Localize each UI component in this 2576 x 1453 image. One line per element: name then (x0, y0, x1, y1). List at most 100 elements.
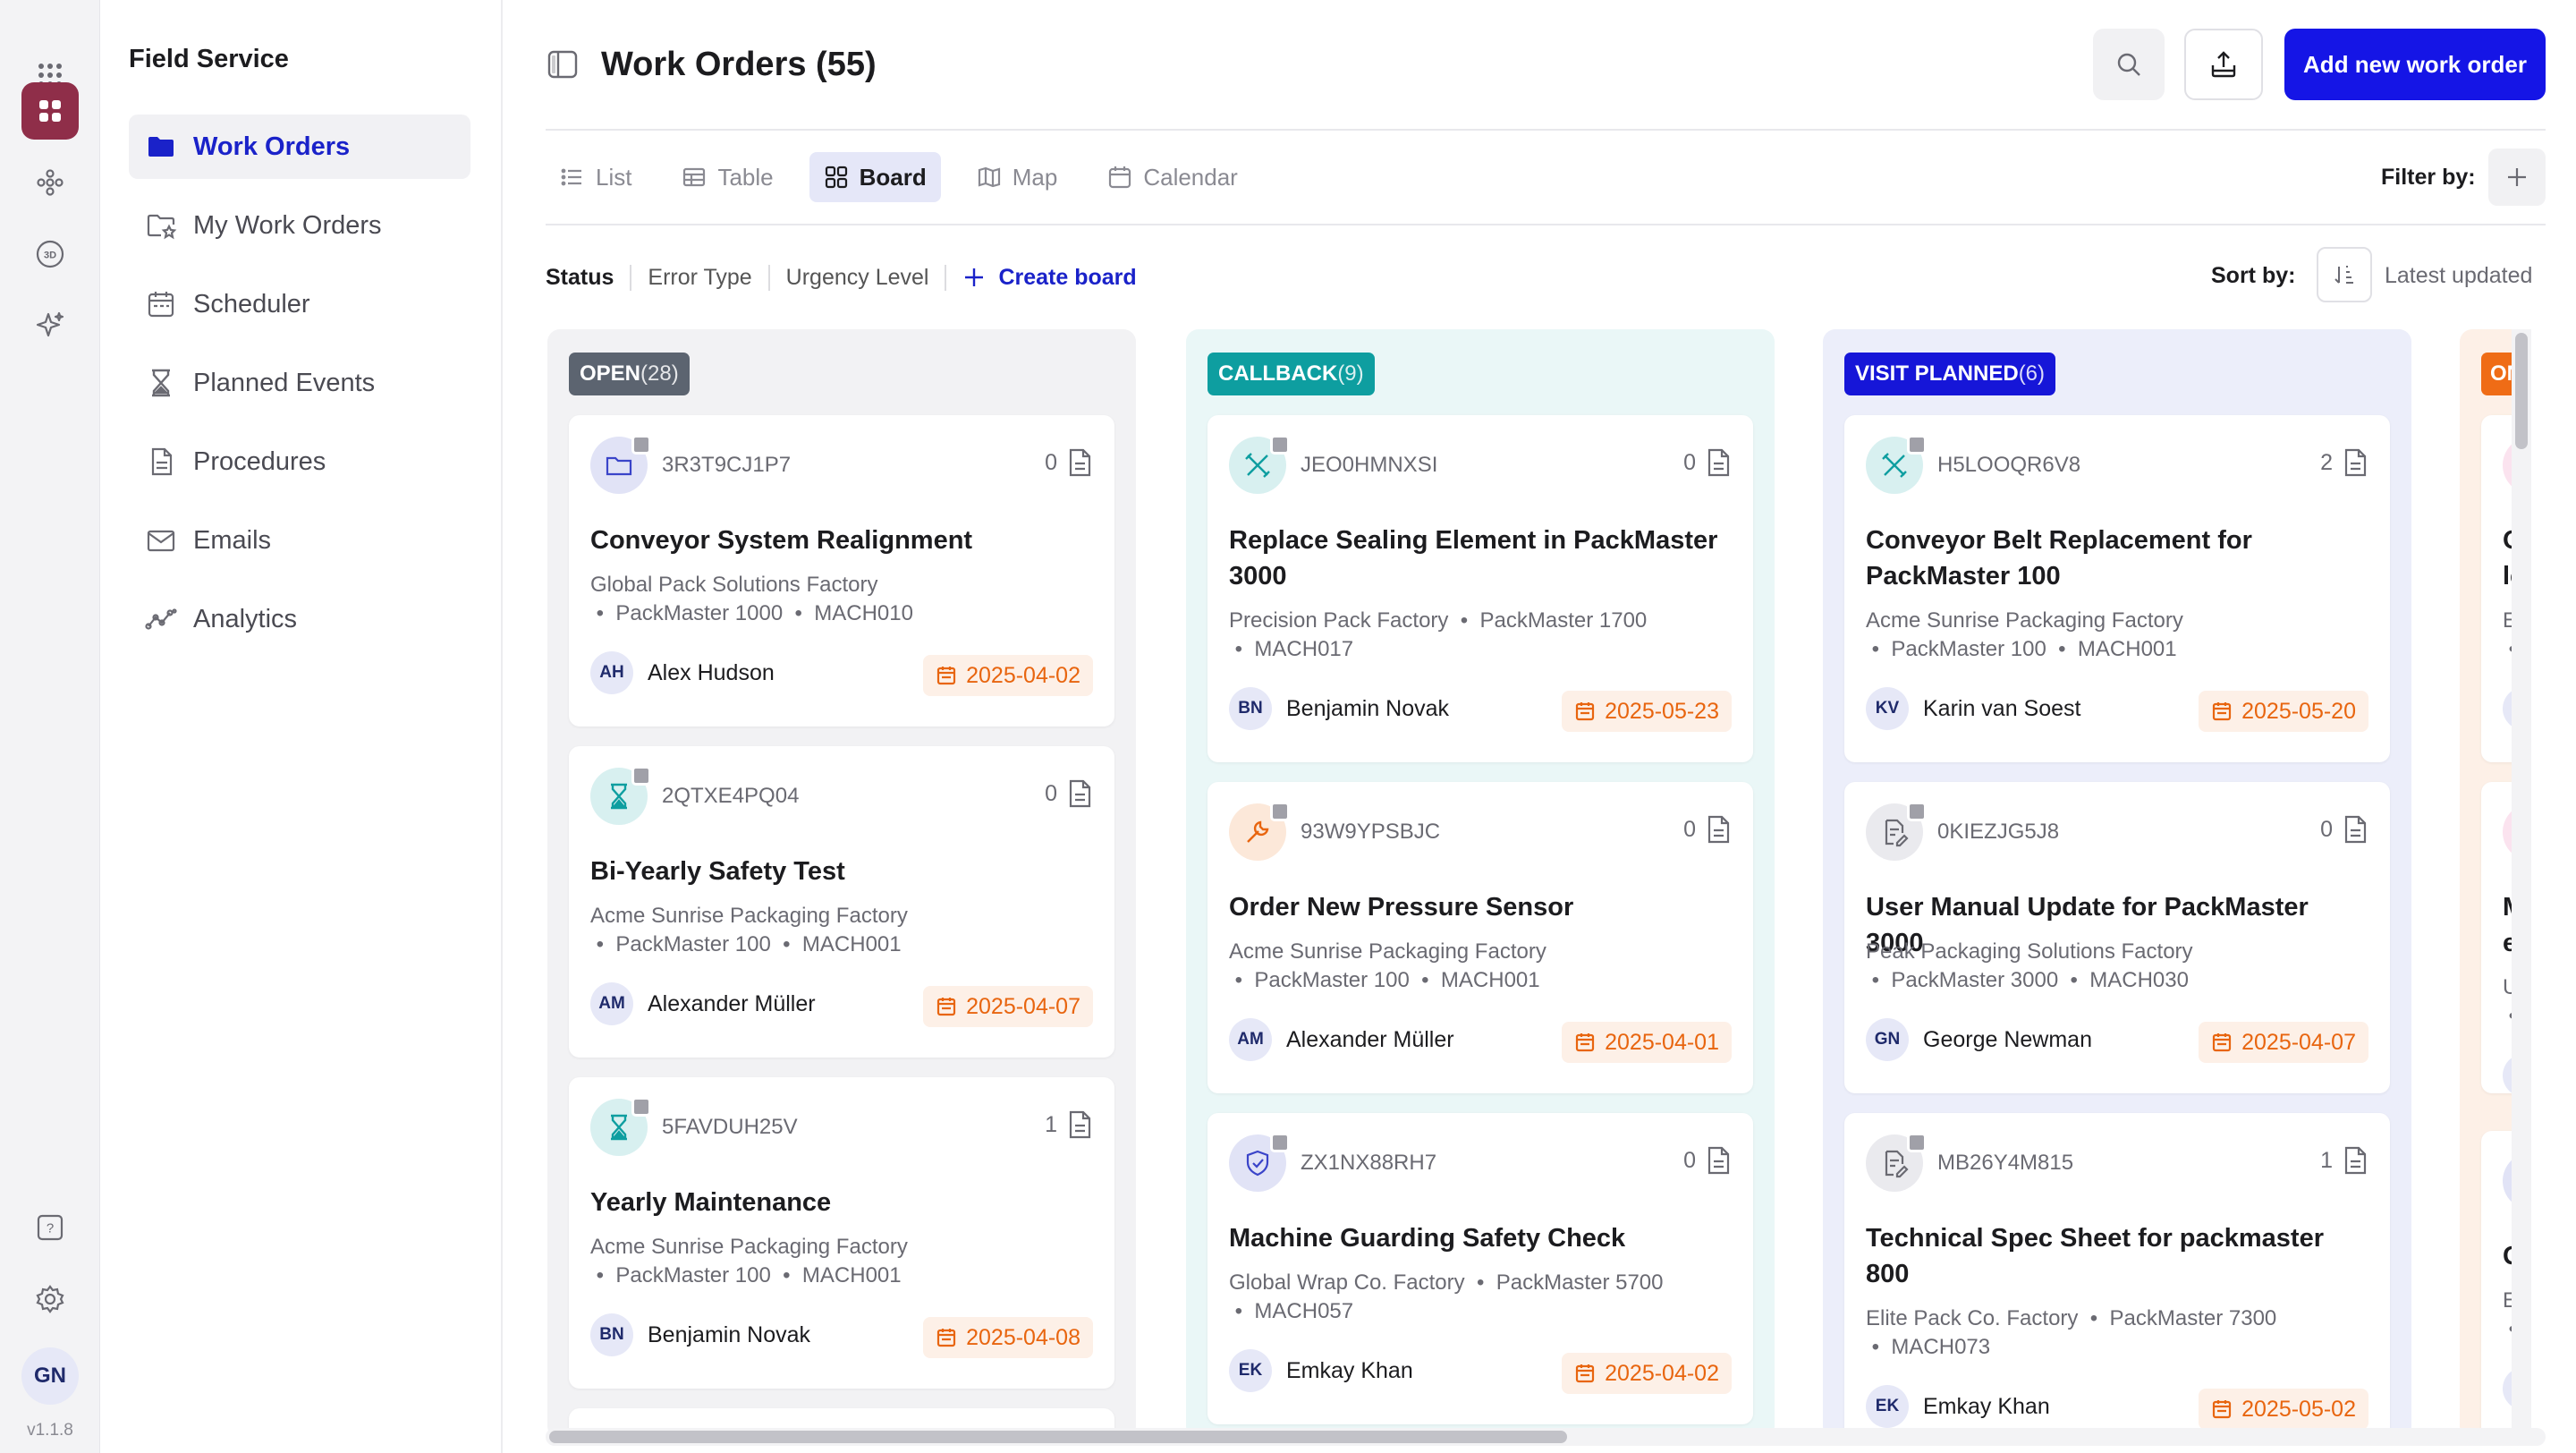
card-machine: • (2503, 635, 2512, 664)
work-order-card[interactable]: G Ef • E (2481, 1131, 2512, 1439)
work-order-card[interactable]: ZX1NX88RH7 0 Machine Guarding Safety Che… (1208, 1113, 1753, 1424)
attachment-count[interactable]: 2 (2320, 447, 2368, 478)
nav-item-label: Planned Events (193, 368, 376, 397)
nav-item-label: My Work Orders (193, 210, 382, 240)
file-icon (1707, 815, 1730, 844)
3d-view-icon[interactable]: 3D (21, 225, 79, 283)
nav-item-label: Analytics (193, 604, 298, 633)
tab-map[interactable]: Map (962, 152, 1072, 202)
board-tab-status[interactable]: Status (546, 264, 632, 291)
settings-gear-icon[interactable] (21, 1270, 79, 1328)
nav-item-scheduler[interactable]: Scheduler (129, 272, 470, 336)
work-order-card[interactable]: 3R3T9CJ1P7 0 Conveyor System Realignment… (569, 415, 1114, 726)
file-icon (2344, 1146, 2367, 1175)
nav-item-planned-events[interactable]: Planned Events (129, 351, 470, 415)
card-type-icon (2503, 437, 2512, 494)
assignee: EK Emkay Khan (1229, 1349, 1413, 1392)
work-order-card[interactable]: 2QTXE4PQ04 0 Bi-Yearly Safety Test Acme … (569, 746, 1114, 1058)
sort-direction-button[interactable] (2317, 247, 2372, 302)
column-header: VISIT PLANNED (6) (1844, 353, 2056, 395)
page-header: Work Orders (55) (546, 36, 877, 93)
work-order-card[interactable]: MB26Y4M815 1 Technical Spec Sheet for pa… (1844, 1113, 2390, 1439)
card-site: Global Wrap Co. Factory • PackMaster 570… (1229, 1270, 1664, 1295)
card-title: Machine Guarding Safety Check (1229, 1224, 1626, 1253)
help-icon[interactable]: ? (21, 1199, 79, 1256)
attachment-count[interactable]: 0 (2320, 814, 2368, 845)
export-button[interactable] (2184, 29, 2263, 100)
add-work-order-button[interactable]: Add new work order (2284, 29, 2546, 100)
doc-edit-icon (1866, 1133, 1927, 1192)
folder-icon (148, 137, 174, 157)
nav-item-work-orders[interactable]: Work Orders (129, 115, 470, 179)
sidebar-toggle-icon[interactable] (546, 47, 580, 81)
file-icon (1707, 1146, 1730, 1175)
work-order-card[interactable]: 93W9YPSBJC 0 Order New Pressure Sensor A… (1208, 782, 1753, 1093)
user-avatar[interactable]: GN (21, 1347, 79, 1405)
tab-calendar[interactable]: Calendar (1093, 152, 1252, 202)
assignee: KV Karin van Soest (1866, 687, 2081, 730)
svg-text:3D: 3D (44, 251, 56, 261)
board-column-ongoing: ON Olc Ef • A Mer Ul • H G Ef • E (2460, 329, 2512, 1439)
card-machine: • PackMaster 3000 • MACH030 (1866, 968, 2189, 992)
nav-item-analytics[interactable]: Analytics (129, 587, 470, 651)
calendar-icon (2213, 1033, 2232, 1052)
attachment-count[interactable]: 1 (2320, 1145, 2368, 1176)
card-site: Precision Pack Factory • PackMaster 1700 (1229, 608, 1648, 633)
card-site: Ul (2503, 975, 2512, 999)
tools-icon (1866, 435, 1927, 494)
nav-title: Field Service (129, 45, 289, 73)
search-button[interactable] (2093, 29, 2165, 100)
due-date-badge: 2025-04-07 (2199, 1022, 2368, 1063)
attachment-count[interactable]: 0 (1045, 447, 1093, 478)
card-title: Order New Pressure Sensor (1229, 893, 1574, 922)
sparkle-icon[interactable] (21, 297, 79, 354)
field-service-app-icon[interactable] (21, 82, 79, 140)
nav-item-emails[interactable]: Emails (129, 508, 470, 573)
attachment-count[interactable]: 0 (1045, 778, 1093, 809)
board-horizontal-scrollbar[interactable] (546, 1428, 2546, 1446)
board-tab-urgency-level[interactable]: Urgency Level (770, 264, 947, 291)
attachment-count[interactable]: 0 (1683, 814, 1732, 845)
file-icon (1707, 448, 1730, 477)
nav-item-label: Emails (193, 525, 272, 555)
assignee: GN George Newman (1866, 1018, 2092, 1061)
board-column-open: OPEN (28) 3R3T9CJ1P7 0 Conveyor System Re… (547, 329, 1136, 1439)
network-icon[interactable] (21, 154, 79, 211)
card-site: Elite Pack Co. Factory • PackMaster 7300 (1866, 1306, 2277, 1330)
card-machine: • (2503, 1315, 2512, 1344)
folder-icon (590, 435, 651, 494)
file-icon (2344, 815, 2367, 844)
card-title: Yearly Maintenance (590, 1188, 832, 1217)
attachment-count[interactable]: 0 (1683, 1145, 1732, 1176)
card-site: Ef (2503, 1288, 2512, 1313)
column-header: ON (2481, 353, 2512, 395)
attachment-count[interactable]: 0 (1683, 447, 1732, 478)
tab-list[interactable]: List (546, 152, 646, 202)
work-order-card[interactable]: H5LOOQR6V8 2 Conveyor Belt Replacement f… (1844, 415, 2390, 762)
assignee: A (2503, 687, 2512, 730)
tab-table[interactable]: Table (667, 152, 787, 202)
card-site: Acme Sunrise Packaging Factory (1229, 939, 1546, 964)
sort-value-select[interactable]: Latest updated (2385, 263, 2533, 288)
calendar-icon (1109, 166, 1131, 189)
document-icon (151, 447, 173, 476)
board-column-callback: CALLBACK (9) JEO0HMNXSI 0 Replace Sealing… (1186, 329, 1775, 1439)
work-order-card[interactable]: 5FAVDUH25V 1 Yearly Maintenance Acme Sun… (569, 1077, 1114, 1389)
board-vertical-scrollbar[interactable] (2512, 329, 2531, 1428)
card-site: Global Pack Solutions Factory (590, 573, 878, 597)
board-tab-error-type[interactable]: Error Type (631, 264, 770, 291)
add-filter-button[interactable] (2488, 149, 2546, 206)
work-order-card[interactable]: Mer Ul • H (2481, 782, 2512, 1097)
nav-item-my-work-orders[interactable]: My Work Orders (129, 193, 470, 258)
work-order-card[interactable]: JEO0HMNXSI 0 Replace Sealing Element in … (1208, 415, 1753, 762)
analytics-icon (145, 608, 177, 630)
page-title: Work Orders (55) (601, 45, 877, 83)
board-column-visit-planned: VISIT PLANNED (6) H5LOOQR6V8 2 Conveyor B… (1823, 329, 2411, 1439)
work-order-card[interactable]: 0KIEZJG5J8 0 User Manual Update for Pack… (1844, 782, 2390, 1093)
work-order-card[interactable]: Olc Ef • A (2481, 415, 2512, 762)
search-icon (2117, 53, 2140, 76)
tab-board[interactable]: Board (809, 152, 941, 202)
create-board-button[interactable]: Create board (946, 265, 1137, 291)
nav-item-procedures[interactable]: Procedures (129, 429, 470, 494)
attachment-count[interactable]: 1 (1045, 1109, 1093, 1140)
